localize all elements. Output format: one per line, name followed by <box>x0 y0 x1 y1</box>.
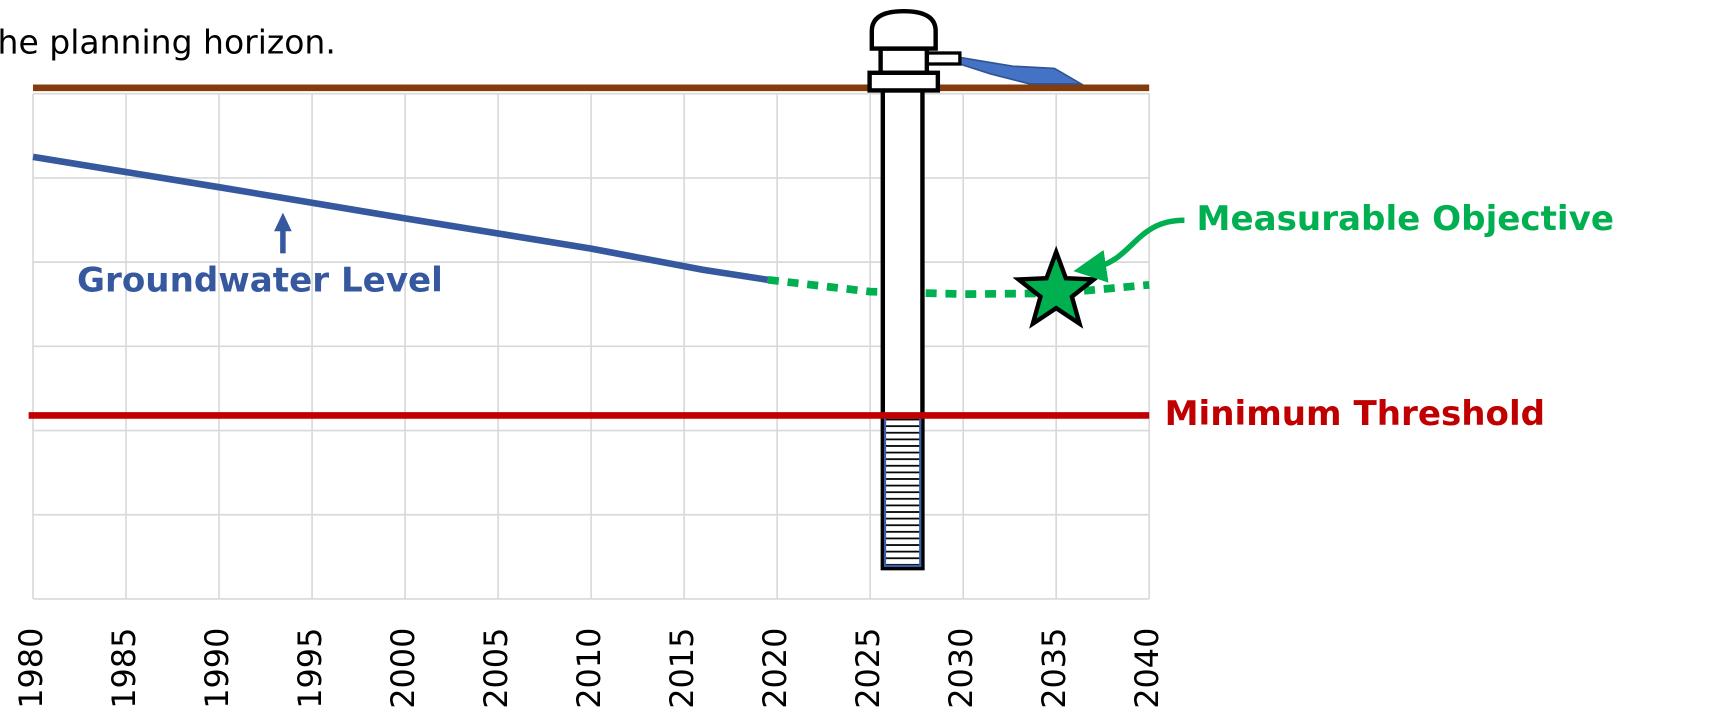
x-tick-label: 1980 <box>12 628 50 709</box>
x-tick-label: 2020 <box>756 628 794 709</box>
x-tick-label: 1985 <box>105 628 143 709</box>
x-tick-label: 2005 <box>477 628 515 709</box>
x-tick-label: 2030 <box>942 628 980 709</box>
plot-under: 1980 1985 1990 1995 2000 2005 2010 2015 2020 2025… <box>12 88 1166 709</box>
x-tick-label: 1995 <box>291 628 329 709</box>
x-tick-label: 2035 <box>1035 628 1073 709</box>
x-tick-label: 2000 <box>384 628 422 709</box>
well-flange <box>870 73 938 91</box>
x-tick-label: 2040 <box>1128 628 1166 709</box>
series-label: Groundwater Level <box>77 260 443 300</box>
well-cap <box>872 11 936 48</box>
well-neck <box>881 49 927 73</box>
annotation-label: Minimum Threshold <box>1165 394 1545 434</box>
water-flow <box>960 57 1081 83</box>
well-spout <box>927 53 960 64</box>
x-tick-label: 2015 <box>663 628 701 709</box>
page: {"chart_data": { "type": "line", "captio… <box>0 0 1726 718</box>
annotation-label: Measurable Objective <box>1197 199 1614 239</box>
level-arrow-head <box>274 213 292 232</box>
x-tick-label: 2010 <box>570 628 608 709</box>
x-tick-label: 2025 <box>849 628 887 709</box>
plot-over: Groundwater Level Measurable Objective Min… <box>29 199 1614 434</box>
well-screen <box>885 415 920 566</box>
chart: the planning horizon. 1980 1985 1990 1995 20… <box>0 0 1726 718</box>
x-tick-label: 1990 <box>198 628 236 709</box>
caption: the planning horizon. <box>0 23 336 62</box>
